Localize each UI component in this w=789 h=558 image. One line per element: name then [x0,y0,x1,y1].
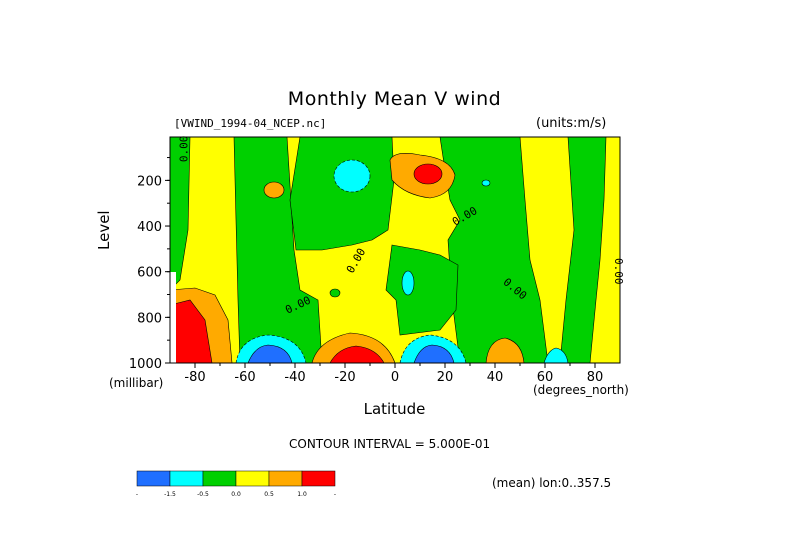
y-tick-label: 1000 [129,357,162,372]
field-negative-core-2 [413,344,455,363]
colorbar-swatch [136,470,171,487]
chart-title: Monthly Mean V wind [287,88,502,110]
contour-label: 0.00 [178,136,191,163]
contour-interval-note: CONTOUR INTERVAL = 5.000E-01 [289,437,491,451]
y-tick-label: 600 [137,266,162,281]
field-negative-patch-5 [401,270,415,296]
field-negative-patch-1 [333,159,371,193]
x-tick-label: 60 [537,370,554,385]
x-axis-label: Latitude [363,400,426,418]
colorbar-end-label: - [334,491,336,498]
colorbar-swatch [202,470,237,487]
colorbar-label: -0.5 [197,491,209,498]
colorbar-label: 0.0 [231,491,241,498]
field-negative-band-4 [385,244,459,336]
field-negative-patch-4 [543,347,569,363]
x-tick-label: 40 [487,370,504,385]
field-negative-core-1 [247,344,293,363]
field-negative-band-1 [233,137,323,363]
field-positive-core-2 [170,299,213,363]
units-label: (units:m/s) [536,116,607,131]
field-positive-patch-5 [485,337,525,363]
colorbar: - - -1.5 -0.5 0.0 0.5 1.0 [136,470,336,498]
colorbar-swatch [235,470,270,487]
dataset-label: [VWIND_1994-04_NCEP.nc] [174,117,327,130]
x-tick-label: 80 [587,370,604,385]
colorbar-label: -1.5 [164,491,176,498]
colorbar-swatch [169,470,204,487]
colorbar-swatch [301,470,336,487]
field-positive-patch-1 [263,181,285,199]
field-negative-band-2 [289,137,395,251]
contour-label: 0.00 [612,258,625,285]
field-missing-data [170,272,176,363]
field-negative-band-5 [559,137,607,363]
contour-field [170,137,620,363]
y-axis-ticks: 200 400 600 800 1000 [129,157,170,372]
x-tick-label: -60 [234,370,255,385]
y-tick-label: 200 [137,174,162,189]
field-positive-patch-6 [329,288,341,298]
colorbar-end-label: - [136,491,138,498]
x-axis-units: (degrees_north) [533,383,629,397]
x-tick-label: -20 [334,370,355,385]
field-negative-band-3 [439,137,549,363]
y-axis-units: (millibar) [109,376,164,390]
field-negative-patch-6 [481,179,491,187]
field-positive-core-3 [329,345,385,363]
y-axis-label: Level [95,210,113,250]
field-negative-band-6 [170,137,191,291]
colorbar-label: 1.0 [297,491,307,498]
y-tick-label: 400 [137,220,162,235]
x-tick-label: 20 [437,370,454,385]
colorbar-label: 0.5 [264,491,274,498]
x-tick-label: -80 [184,370,205,385]
colorbar-swatch [268,470,303,487]
x-axis-ticks: -80 -60 -40 -20 0 20 40 60 80 [184,363,603,385]
x-tick-label: 0 [391,370,399,385]
field-positive-core-1 [413,163,443,185]
x-tick-label: -40 [284,370,305,385]
mean-longitude-note: (mean) lon:0..357.5 [492,476,612,490]
y-tick-label: 800 [137,311,162,326]
